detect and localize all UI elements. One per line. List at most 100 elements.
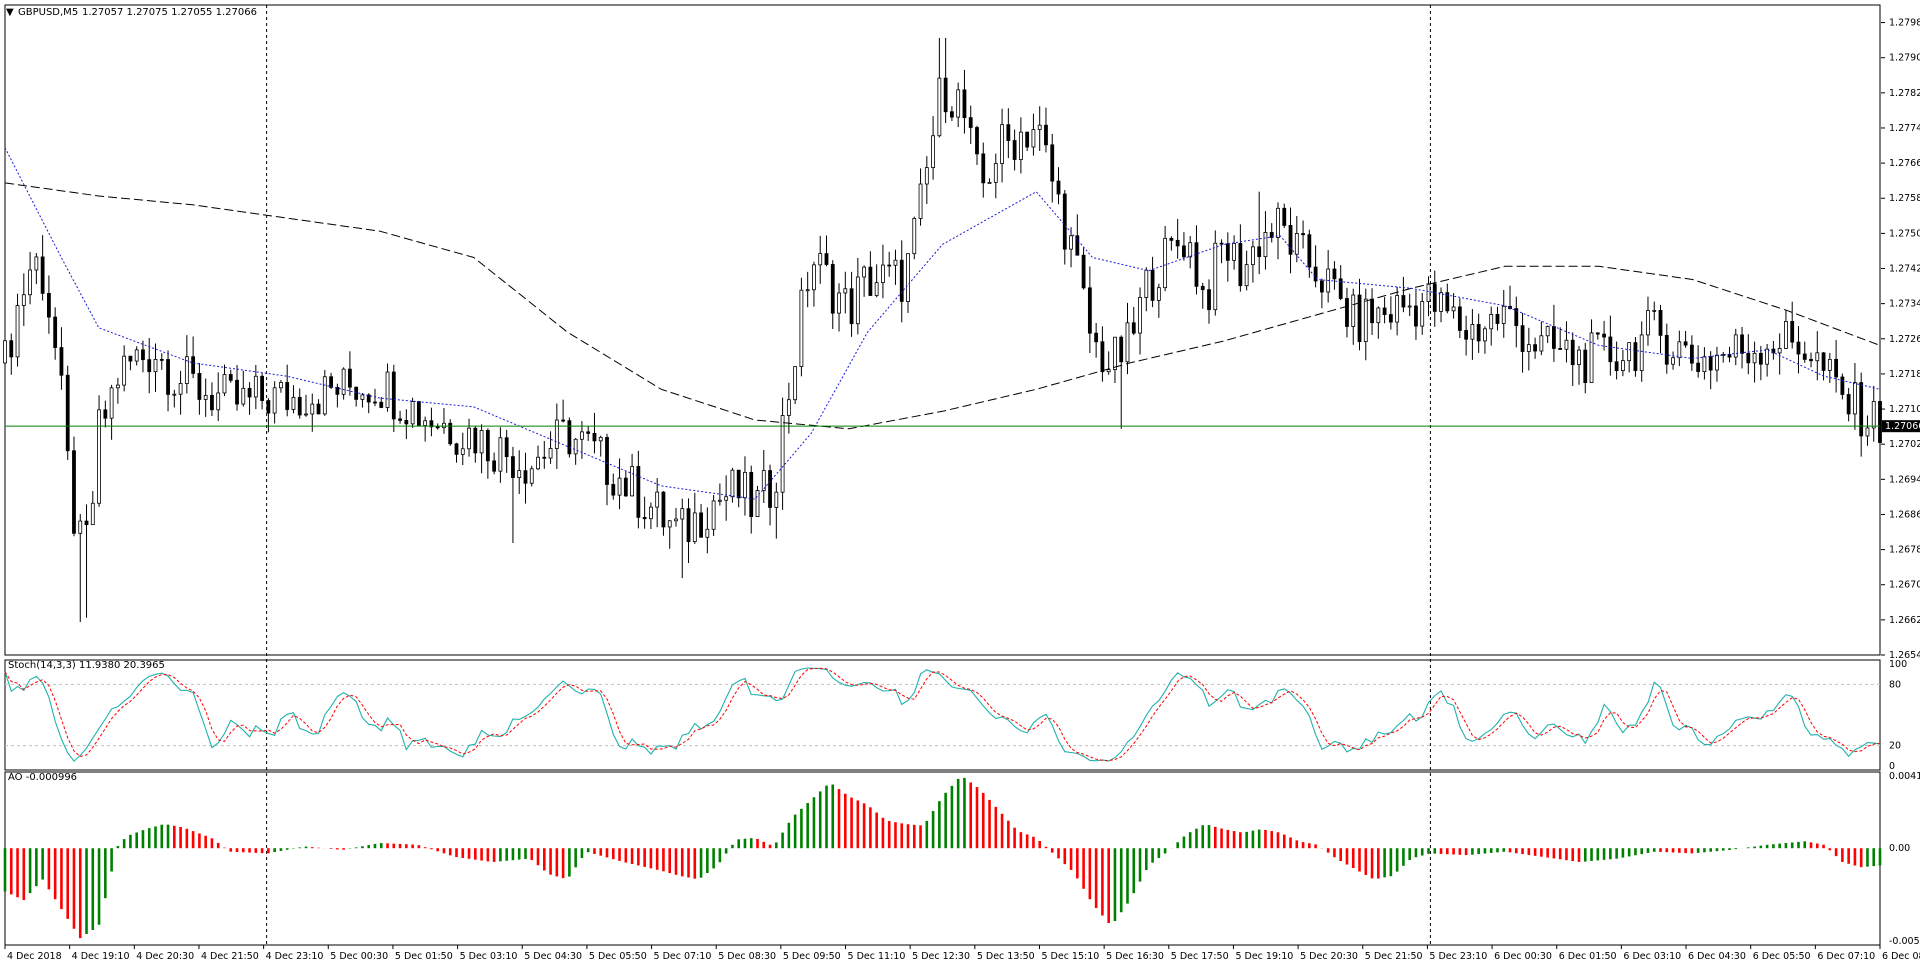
candle-body — [1520, 325, 1525, 352]
candle-body — [373, 401, 377, 404]
candle-body — [617, 477, 622, 496]
candle-body — [1733, 334, 1738, 358]
candle-body — [774, 491, 779, 508]
candle-body — [906, 253, 910, 302]
candle-body — [498, 437, 503, 472]
candle-body — [134, 349, 139, 362]
candle-body — [1614, 361, 1619, 372]
candle-body — [730, 469, 735, 498]
candle-body — [1144, 269, 1149, 298]
candle-body — [1094, 332, 1099, 343]
candle-body — [235, 379, 239, 405]
candle-body — [567, 420, 572, 455]
candle-body — [1658, 310, 1663, 336]
candle-body — [580, 431, 584, 440]
candle-body — [172, 393, 177, 396]
candle-body — [1188, 242, 1193, 258]
candle-body — [824, 253, 829, 265]
candle-body — [592, 433, 597, 442]
candle-body — [630, 466, 634, 497]
candle-body — [812, 264, 816, 291]
candle-body — [1288, 225, 1293, 255]
candle-body — [1627, 342, 1632, 362]
candle-body — [931, 135, 935, 169]
x-tick-label: 5 Dec 03:10 — [460, 951, 518, 962]
y-tick-label: 1.27505 — [1889, 228, 1920, 239]
candle-body — [1815, 352, 1820, 362]
candle-body — [128, 355, 133, 362]
candle-body — [1338, 278, 1343, 299]
candle-body — [1294, 233, 1299, 255]
candle-body — [881, 264, 885, 284]
candle-body — [329, 376, 333, 388]
y-tick-label: 1.27025 — [1889, 439, 1920, 450]
candle-body — [1018, 131, 1023, 160]
symbol-label: GBPUSD,M5 — [18, 7, 78, 18]
candle-body — [109, 387, 114, 419]
candle-body — [962, 89, 967, 119]
candle-body — [937, 77, 942, 137]
candle-body — [686, 508, 691, 543]
candle-body — [492, 460, 497, 472]
current-price-label: 1.27066 — [1885, 421, 1920, 432]
candle-body — [1457, 306, 1462, 331]
candle-body — [749, 471, 754, 517]
candle-body — [90, 502, 95, 526]
candle-body — [1269, 232, 1274, 238]
candle-body — [1784, 320, 1788, 349]
candle-body — [1044, 124, 1048, 146]
candle-body — [968, 117, 973, 128]
candle-body — [222, 374, 227, 394]
candle-body — [1119, 336, 1124, 363]
candle-body — [1802, 353, 1807, 360]
candle-body — [1351, 294, 1356, 327]
candle-body — [366, 394, 371, 403]
candle-body — [674, 518, 678, 522]
candle-body — [1846, 394, 1851, 415]
y-tick-label: 1.26705 — [1889, 580, 1920, 591]
candle-body — [561, 419, 566, 422]
pane-frame-0 — [4, 4, 1881, 656]
x-tick-label: 5 Dec 16:30 — [1106, 951, 1164, 962]
x-tick-label: 4 Dec 20:30 — [136, 951, 194, 962]
candle-body — [1853, 382, 1857, 415]
candle-body — [1777, 347, 1782, 354]
candle-body — [184, 356, 189, 384]
candle-body — [1069, 235, 1073, 250]
candle-body — [191, 356, 196, 374]
candle-body — [316, 403, 321, 415]
candle-body — [699, 512, 703, 538]
candle-body — [1401, 295, 1406, 308]
candle-body — [805, 289, 810, 292]
candle-body — [304, 413, 308, 416]
candle-body — [950, 111, 954, 118]
candle-body — [611, 484, 616, 496]
candle-body — [28, 269, 32, 296]
y-tick-label: 1.27185 — [1889, 369, 1920, 380]
candle-body — [398, 418, 402, 421]
candle-body — [347, 368, 352, 388]
candle-body — [197, 373, 202, 400]
candle-body — [178, 383, 183, 395]
candle-body — [40, 256, 45, 294]
stochastic-lines — [4, 667, 1881, 762]
candle-body — [1345, 298, 1349, 327]
x-tick-label: 4 Dec 19:10 — [72, 951, 130, 962]
candle-body — [1207, 289, 1211, 311]
x-tick-label: 6 Dec 00:30 — [1494, 951, 1552, 962]
candle-body — [1439, 292, 1443, 312]
x-tick-label: 5 Dec 05:50 — [589, 951, 647, 962]
candle-body — [404, 420, 409, 425]
candle-body — [1758, 352, 1763, 365]
candle-body — [1213, 242, 1218, 311]
candle-body — [335, 387, 340, 395]
candle-body — [1125, 322, 1130, 363]
symbol-header-arrow[interactable]: ▼ — [6, 7, 14, 18]
ao-label: AO -0.000996 — [8, 772, 77, 783]
candle-body — [1000, 124, 1004, 164]
candle-body — [705, 528, 710, 538]
candle-body — [448, 422, 453, 445]
candle-body — [1276, 207, 1280, 238]
